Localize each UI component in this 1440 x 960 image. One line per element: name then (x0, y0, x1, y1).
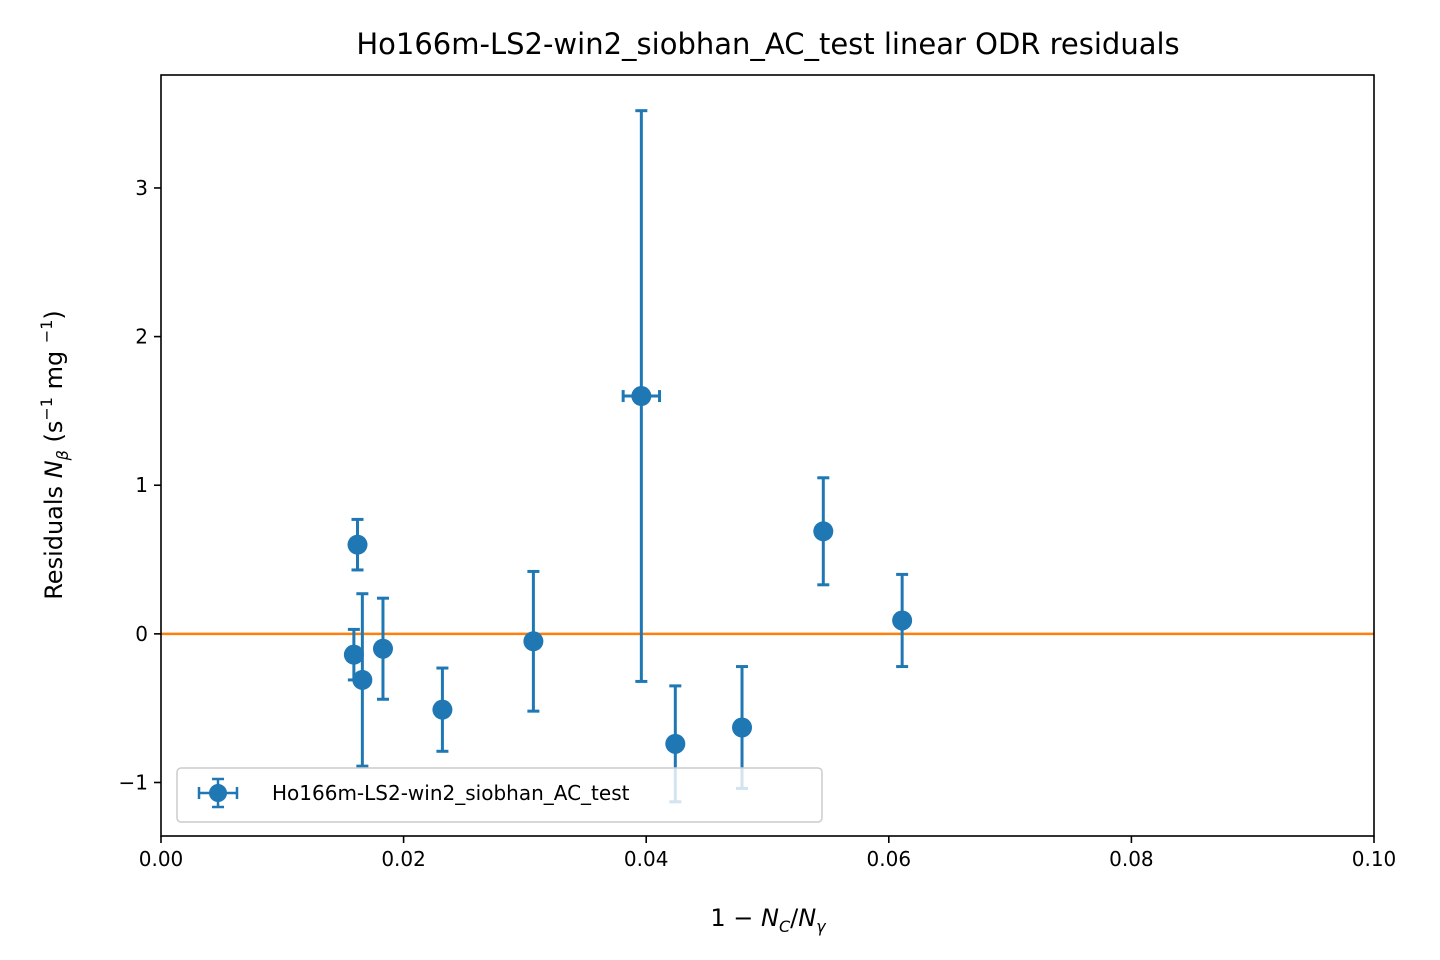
x-tick-label: 0.00 (139, 847, 184, 871)
data-point (631, 386, 652, 407)
data-point (432, 699, 453, 720)
x-tick-label: 0.10 (1352, 847, 1397, 871)
data-point (343, 644, 364, 665)
legend-box (176, 767, 823, 823)
y-tick-label: 2 (135, 325, 148, 349)
data-point (523, 631, 544, 652)
y-axis: −1 0 1 2 3 (119, 176, 161, 794)
y-tick-label: 1 (135, 473, 148, 497)
x-tick-label: 0.08 (1109, 847, 1154, 871)
plot-background (161, 75, 1374, 836)
x-tick-label: 0.04 (624, 847, 669, 871)
legend-marker (197, 777, 239, 809)
y-tick-label: 0 (135, 622, 148, 646)
y-axis-label: Residuals Nβ (s−1 mg −1) (37, 310, 72, 600)
x-tick-label: 0.02 (381, 847, 426, 871)
data-point (347, 534, 368, 555)
x-tick-label: 0.06 (867, 847, 912, 871)
data-point (732, 717, 753, 738)
data-point (372, 638, 393, 659)
y-tick-label: 3 (135, 176, 148, 200)
chart-title: Ho166m-LS2-win2_siobhan_AC_test linear O… (356, 27, 1179, 61)
data-point (813, 521, 834, 542)
legend: Ho166m-LS2-win2_siobhan_AC_test (176, 767, 823, 823)
point-layer (343, 386, 913, 754)
data-point (665, 733, 686, 754)
x-axis-label: 1 − NC/Nγ (710, 904, 827, 936)
legend-label: Ho166m-LS2-win2_siobhan_AC_test (272, 781, 630, 805)
x-axis: 0.00 0.02 0.04 0.06 0.08 0.10 (139, 836, 1397, 871)
plot-area (161, 75, 1374, 836)
y-tick-label: −1 (119, 770, 148, 794)
data-point (892, 610, 913, 631)
data-point (352, 669, 373, 690)
plot-frame (160, 74, 1375, 837)
